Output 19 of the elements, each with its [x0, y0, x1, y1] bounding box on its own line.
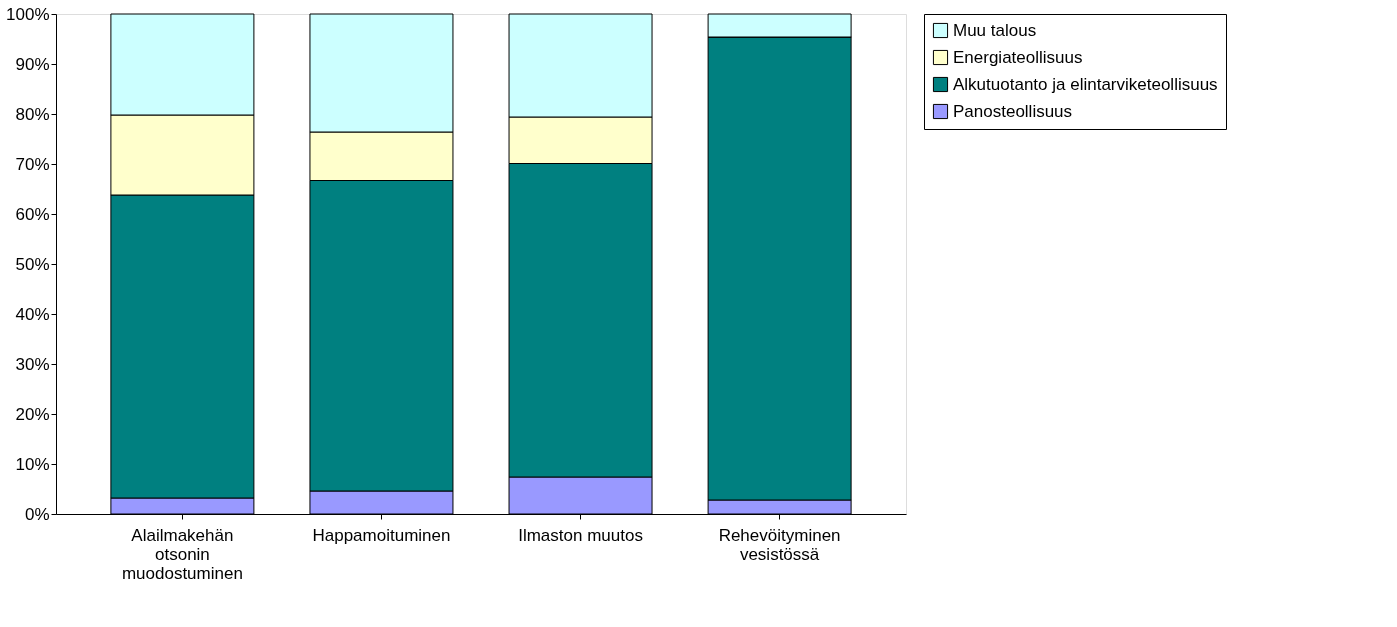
y-tick-label: 90% [15, 54, 50, 74]
y-tick-label: 100% [6, 4, 50, 24]
y-tick-label: 50% [15, 254, 50, 274]
x-tick-label: Alailmakehän otsonin muodostuminen [121, 525, 243, 583]
x-tick-label: Rehevöityminen vesistössä [718, 525, 841, 564]
y-tick-label: 20% [15, 404, 50, 424]
y-tick-label: 10% [15, 454, 50, 474]
y-tick-label: 40% [15, 304, 50, 324]
x-tick-label: Ilmaston muutos [518, 525, 643, 545]
y-tick-label: 80% [15, 104, 50, 124]
legend-label: Energiateollisuus [953, 47, 1083, 67]
legend-label: Alkutuotanto ja elintarviketeollisuus [953, 74, 1218, 94]
y-tick-label: 30% [15, 354, 50, 374]
x-tick-label: Happamoituminen [312, 525, 451, 545]
y-tick-label: 70% [15, 154, 50, 174]
y-tick-label: 0% [24, 504, 50, 524]
y-tick-label: 60% [15, 204, 50, 224]
legend-label: Muu talous [953, 20, 1037, 40]
legend-label: Panosteollisuus [953, 101, 1073, 121]
